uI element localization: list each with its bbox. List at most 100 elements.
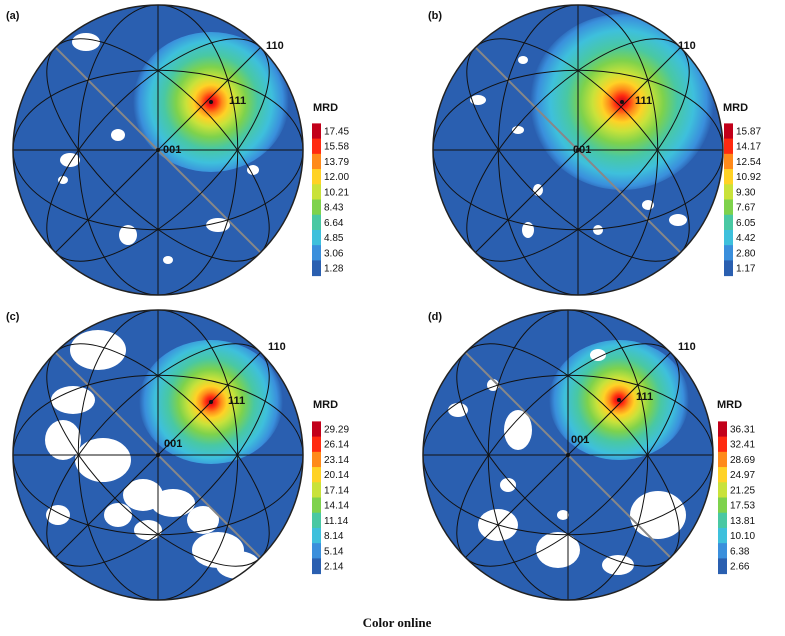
colorbar-tick: 8.43 (324, 203, 344, 214)
colorbar-tick: 9.30 (736, 187, 756, 198)
no-data-region (60, 153, 80, 167)
colorbar-swatch (718, 558, 727, 575)
panel-letter: (c) (6, 311, 20, 323)
pole-label: 110 (678, 40, 696, 52)
colorbar-tick: 1.28 (324, 264, 344, 275)
colorbar-tick: 10.92 (736, 172, 761, 183)
colorbar-tick: 13.81 (730, 516, 755, 527)
colorbar-tick: 7.67 (736, 203, 756, 214)
colorbar-swatch (724, 169, 733, 185)
no-data-region (58, 176, 68, 184)
no-data-region (590, 349, 606, 361)
colorbar-swatch (312, 245, 321, 261)
no-data-region (504, 410, 532, 450)
no-data-region (45, 420, 81, 460)
no-data-region (593, 225, 603, 235)
no-data-region (72, 33, 100, 51)
colorbar-swatch (312, 512, 321, 529)
colorbar-swatch (312, 497, 321, 514)
pole-figure-outline (12, 309, 304, 601)
colorbar-swatch (312, 260, 321, 277)
colorbar-tick: 15.87 (736, 127, 761, 138)
pole-label: 111 (636, 391, 653, 403)
colorbar-swatch (724, 229, 733, 246)
stereographic-grid (423, 310, 713, 600)
colorbar-tick: 4.42 (736, 233, 756, 244)
colorbar-title: MRD (313, 102, 338, 114)
colorbar-swatch (312, 229, 321, 246)
no-data-region (630, 491, 686, 539)
pole-figure-panel: (d) 110 111 001 MRD 36.31 32.41 28.69 24.97 21.25… (422, 309, 755, 601)
no-data-region (536, 532, 580, 568)
pole-label: 111 (229, 95, 246, 107)
pole-label: 110 (268, 341, 286, 353)
no-data-region (669, 214, 687, 226)
colorbar-tick: 21.25 (730, 485, 755, 496)
no-data-region (500, 478, 516, 492)
no-data-region (70, 330, 126, 370)
no-data-region (247, 165, 259, 175)
no-data-region (75, 438, 131, 482)
colorbar-tick: 14.17 (736, 142, 761, 153)
colorbar-tick: 6.64 (324, 218, 344, 229)
pole-figure-panel: (c) 110 111 001 MRD 29.29 26.14 23.14 20.14 17.14… (6, 309, 349, 601)
colorbar-tick: 5.14 (324, 546, 344, 557)
no-data-region (602, 555, 634, 575)
colorbar-swatch (724, 199, 733, 216)
colorbar-tick: 29.29 (324, 425, 349, 436)
colorbar-swatch (724, 214, 733, 231)
colorbar-tick: 14.14 (324, 501, 349, 512)
colorbar-swatch (312, 436, 321, 453)
no-data-region (448, 403, 468, 417)
colorbar-tick: 32.41 (730, 440, 755, 451)
colorbar-swatch (718, 482, 727, 498)
colorbar-swatch (312, 543, 321, 559)
no-data-region (163, 256, 173, 264)
colorbar-tick: 17.14 (324, 485, 349, 496)
colorbar-swatch (724, 245, 733, 261)
no-data-region (104, 503, 132, 527)
panel-letter: (d) (428, 311, 442, 323)
colorbar: MRD 36.31 32.41 28.69 24.97 21.25 17.53 13.81 10… (717, 399, 755, 575)
colorbar-swatch (718, 497, 727, 514)
colorbar-tick: 11.14 (324, 516, 349, 527)
colorbar-swatch (312, 169, 321, 185)
colorbar: MRD 29.29 26.14 23.14 20.14 17.14 14.14 11.14 8.… (312, 399, 349, 575)
no-data-region (470, 95, 486, 105)
no-data-region (51, 386, 95, 414)
colorbar-swatch (718, 527, 727, 544)
colorbar: MRD 15.87 14.17 12.54 10.92 9.30 7.67 6.05 4.42 2… (723, 102, 761, 277)
colorbar-tick: 20.14 (324, 470, 349, 481)
pole-label: 111 (228, 395, 245, 407)
colorbar-swatch (312, 467, 321, 483)
colorbar-tick: 23.14 (324, 455, 349, 466)
panel-letter: (b) (428, 10, 442, 22)
stereographic-grid (13, 310, 303, 600)
pole-label: 001 (571, 434, 589, 446)
colorbar-swatch (724, 123, 733, 140)
colorbar-swatch (312, 482, 321, 498)
colorbar-tick: 10.10 (730, 531, 755, 542)
colorbar-swatch (718, 543, 727, 559)
no-data-region (119, 225, 137, 245)
colorbar-title: MRD (723, 102, 748, 114)
colorbar-title: MRD (717, 399, 742, 411)
colorbar-tick: 26.14 (324, 440, 349, 451)
no-data-region (518, 56, 528, 64)
figure-caption: Color online (363, 615, 432, 630)
colorbar-tick: 24.97 (730, 470, 755, 481)
pole-figure-panel: (b) 110 111 001 MRD 15.87 14.17 12.54 10.92 9.30 7… (428, 4, 761, 296)
stereographic-grid (13, 5, 303, 295)
pole-label: 110 (678, 341, 696, 353)
colorbar: MRD 17.45 15.58 13.79 12.00 10.21 8.43 6.64 4.85… (312, 102, 349, 277)
colorbar-swatch (724, 138, 733, 155)
colorbar-swatch (312, 527, 321, 544)
colorbar-swatch (718, 512, 727, 529)
colorbar-swatch (312, 421, 321, 438)
colorbar-swatch (312, 153, 321, 170)
pole-label: 111 (635, 95, 652, 107)
colorbar-tick: 1.17 (736, 264, 756, 275)
colorbar-swatch (312, 138, 321, 155)
no-data-region (111, 129, 125, 141)
colorbar-swatch (312, 451, 321, 468)
